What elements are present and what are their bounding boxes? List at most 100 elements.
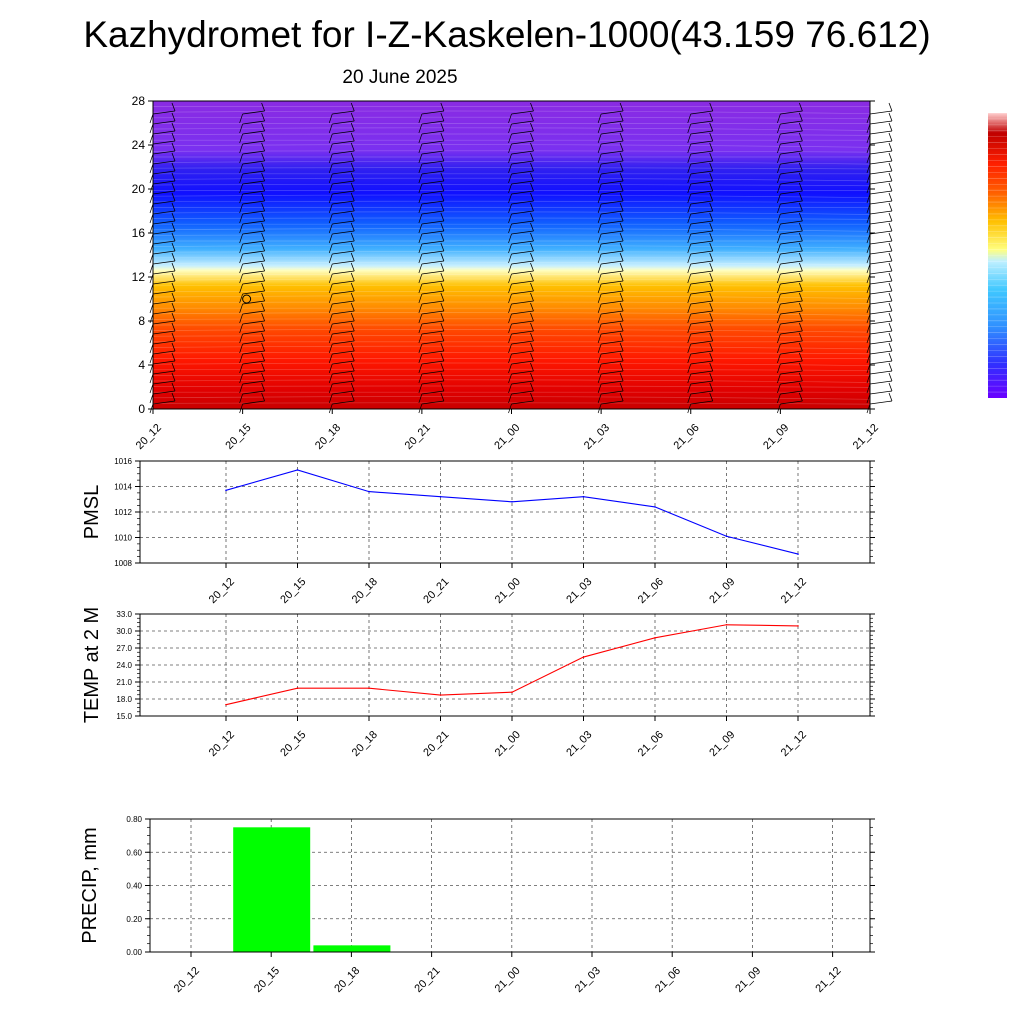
wind-barb-flag [350,232,355,242]
wind-barb [152,220,176,225]
wind-barb-tail [418,213,423,224]
wind-barb-flag [799,282,803,292]
wind-barb [152,330,176,335]
wind-barb-flag [171,102,176,112]
wind-barb [511,350,534,355]
wind-barb-flag [888,192,893,202]
wind-barb-flag [619,102,624,112]
wind-barb-flag [530,322,534,332]
wind-barb-flag [171,392,176,402]
x-tick-label: 21_12 [779,729,809,759]
wind-barb-flag [799,232,803,242]
wind-barb-flag [799,262,803,272]
wind-barb-flag [350,122,355,132]
wind-barb-flag [888,312,893,322]
wind-barb-flag [530,202,534,212]
wind-barb [601,230,624,235]
wind-barb [690,130,713,135]
wind-barb-tail [777,393,781,404]
wind-barb-flag [619,162,624,172]
wind-barb-tail [239,383,243,394]
wind-barb-tail [418,373,423,384]
wind-barb [869,300,893,305]
temp-data-point [582,656,585,658]
wind-barb [869,370,893,375]
wind-barb [332,400,355,405]
wind-barb [869,260,893,265]
wind-barb-flag [350,132,355,142]
wind-barb [332,310,355,315]
contour-line [152,177,871,182]
wind-barb-tail [418,173,423,184]
x-tick-label: 20_18 [350,729,380,759]
wind-barb [152,110,176,115]
wind-barb [511,230,534,235]
wind-barb [869,350,893,355]
wind-barb [869,220,893,225]
wind-barb-tail [508,123,512,134]
wind-barb-flag [261,182,265,192]
x-tick-label: 20_21 [403,422,433,452]
wind-barb-tail [687,393,692,404]
y-tick-label: 1008 [114,559,132,568]
wind-barb-flag [440,162,445,172]
wind-barb [152,250,176,255]
wind-barb-flag [171,182,176,192]
y-tick-label: 8 [138,314,145,328]
wind-barb-tail [597,383,602,394]
wind-barb [242,300,265,305]
wind-barb-flag [888,212,893,222]
wind-barb [332,340,355,345]
wind-barb-flag [888,392,893,402]
wind-barb [152,150,176,155]
wind-barb-tail [508,243,512,254]
wind-barb [421,360,444,365]
wind-barb [690,370,713,375]
wind-barb [780,230,803,235]
wind-barb-flag [350,102,355,112]
wind-barb [152,240,176,245]
wind-barb-flag [619,342,624,352]
wind-barb-flag [619,332,624,342]
wind-barb-tail [597,323,602,334]
y-tick-label: 20 [132,182,146,196]
wind-barb-flag [799,252,803,262]
wind-barb [780,350,803,355]
wind-barb-flag [350,142,355,152]
wind-barb-flag [709,332,714,342]
wind-barb [690,380,713,385]
wind-barb [511,290,534,295]
wind-barb-tail [418,313,423,324]
wind-barb-tail [777,283,781,294]
wind-barb-flag [440,122,445,132]
wind-barb-flag [888,282,893,292]
temp-data-point [439,694,442,696]
wind-barb-flag [261,372,265,382]
wind-barb-tail [597,343,602,354]
wind-barb-flag [799,392,803,402]
wind-barb-tail [777,323,781,334]
wind-barb [332,360,355,365]
wind-barb-flag [440,312,445,322]
wind-barb-flag [440,282,445,292]
wind-barb-flag [619,362,624,372]
wind-barb-tail [687,133,692,144]
wind-barb-tail [508,303,512,314]
wind-barb-flag [619,232,624,242]
wind-barb-flag [171,252,176,262]
wind-barb-tail [687,283,692,294]
wind-barb [511,180,534,185]
y-tick-label: 4 [138,358,145,372]
wind-barb-tail [597,393,602,404]
wind-barb [780,140,803,145]
wind-barb-flag [171,142,176,152]
wind-barb-tail [328,223,333,234]
wind-barb-tail [597,313,602,324]
pmsl-data-point [725,535,728,538]
contour-line [152,268,871,271]
wind-barb-flag [799,382,803,392]
wind-barb-flag [709,172,714,182]
wind-barb-flag [709,162,714,172]
wind-barb-tail [687,243,692,254]
wind-barb [421,130,444,135]
